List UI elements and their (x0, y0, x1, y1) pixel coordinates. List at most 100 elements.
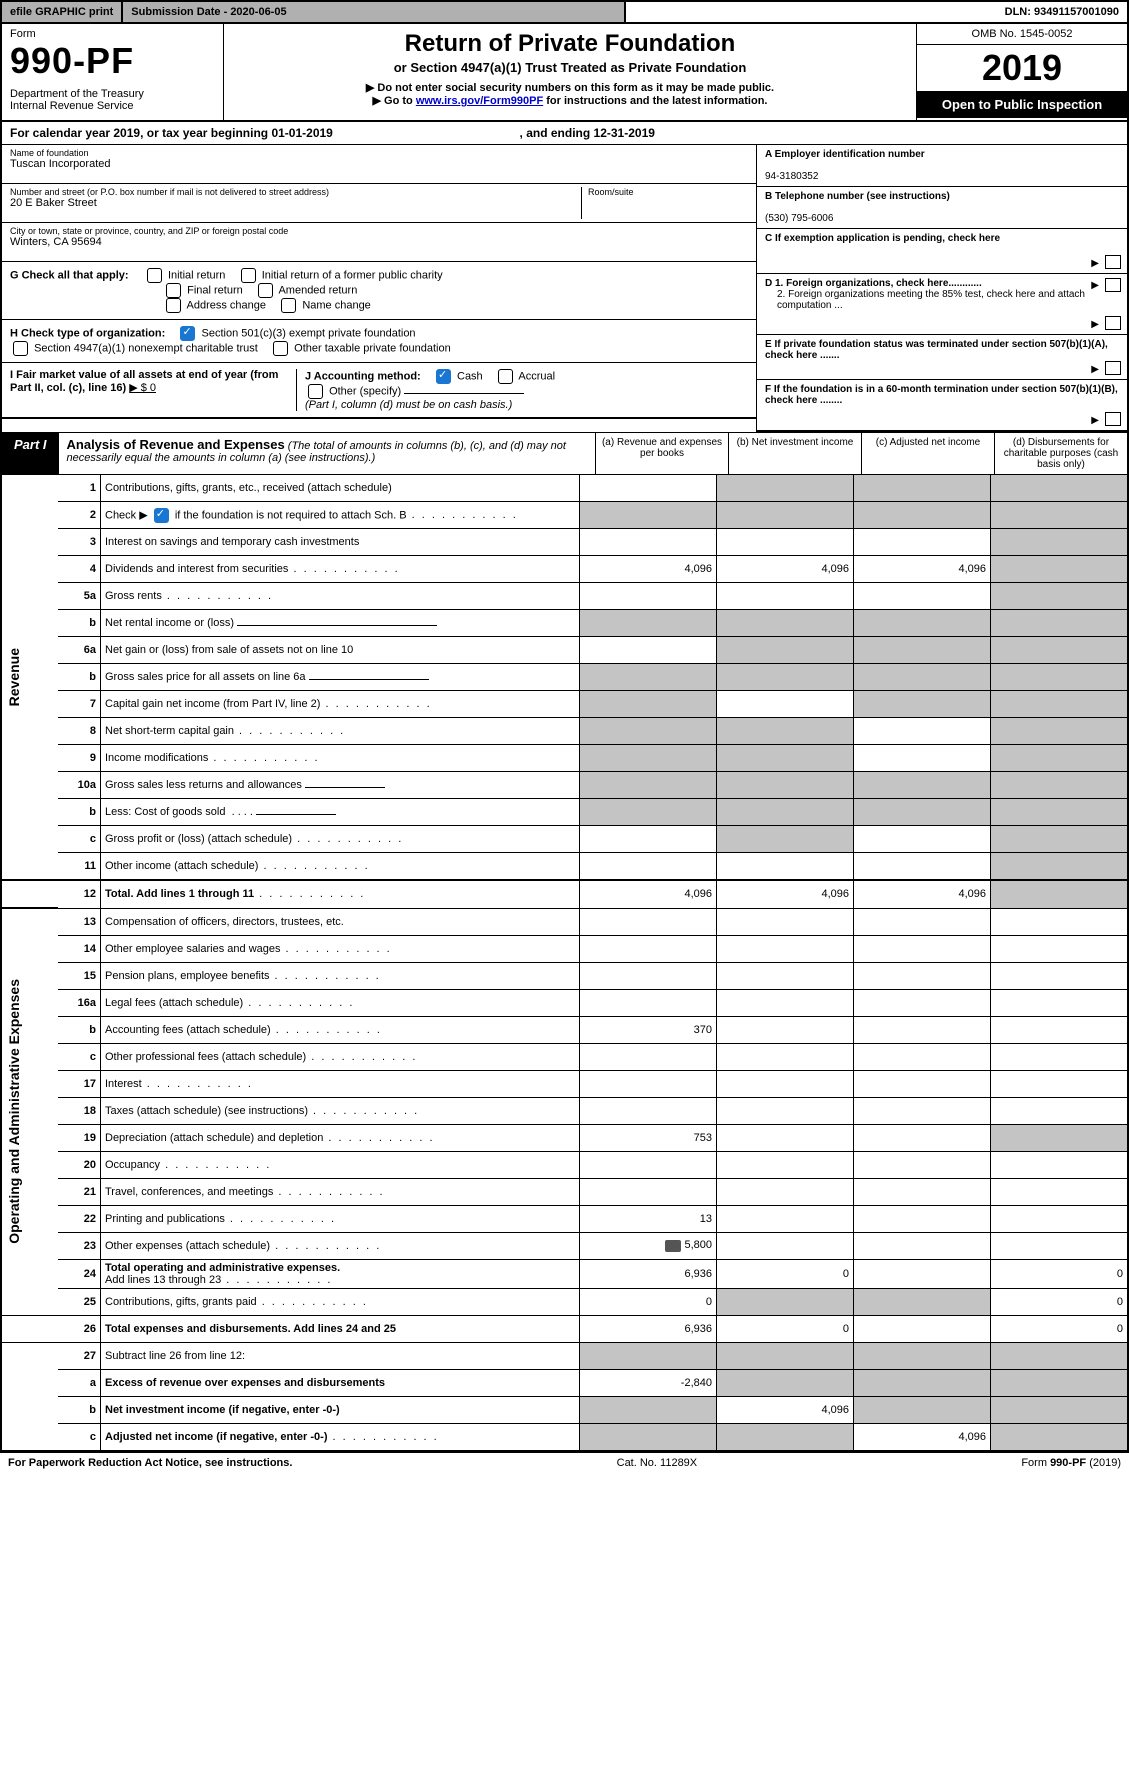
checkbox-501c3[interactable] (180, 326, 195, 341)
footer-right: Form 990-PF (2019) (1021, 1457, 1121, 1469)
checkbox-other-taxable[interactable] (273, 341, 288, 356)
row-7: 7Capital gain net income (from Part IV, … (1, 691, 1128, 718)
row-24: 24Total operating and administrative exp… (1, 1259, 1128, 1288)
part1-desc: Analysis of Revenue and Expenses (The to… (59, 433, 595, 474)
row-16b: bAccounting fees (attach schedule)370 (1, 1016, 1128, 1043)
row-17: 17Interest (1, 1070, 1128, 1097)
row-10c: cGross profit or (loss) (attach schedule… (1, 826, 1128, 853)
foundation-name-row: Name of foundation Tuscan Incorporated (2, 145, 756, 184)
row-10a: 10aGross sales less returns and allowanc… (1, 772, 1128, 799)
part1-header: Part I Analysis of Revenue and Expenses … (0, 432, 1129, 475)
row-20: 20Occupancy (1, 1151, 1128, 1178)
form-word: Form (10, 28, 215, 40)
header-middle: Return of Private Foundation or Section … (224, 24, 916, 120)
row-16a: 16aLegal fees (attach schedule) (1, 989, 1128, 1016)
checkbox-cash[interactable] (436, 369, 451, 384)
col-d-header: (d) Disbursements for charitable purpose… (994, 433, 1127, 474)
omb-number: OMB No. 1545-0052 (917, 24, 1127, 45)
revenue-side-label: Revenue (6, 648, 22, 706)
row-23: 23Other expenses (attach schedule) 5,800 (1, 1232, 1128, 1259)
section-c: C If exemption application is pending, c… (757, 229, 1127, 274)
submission-date: Submission Date - 2020-06-05 (123, 2, 626, 22)
checkbox-d2[interactable] (1105, 316, 1121, 330)
info-section: Name of foundation Tuscan Incorporated N… (0, 145, 1129, 432)
row-16c: cOther professional fees (attach schedul… (1, 1043, 1128, 1070)
checkbox-initial-former[interactable] (241, 268, 256, 283)
row-27: 27Subtract line 26 from line 12: (1, 1342, 1128, 1369)
row-18: 18Taxes (attach schedule) (see instructi… (1, 1097, 1128, 1124)
row-14: 14Other employee salaries and wages (1, 935, 1128, 962)
page-footer: For Paperwork Reduction Act Notice, see … (0, 1451, 1129, 1473)
checkbox-d1[interactable] (1105, 278, 1121, 292)
checkbox-4947a1[interactable] (13, 341, 28, 356)
row-13: Operating and Administrative Expenses 13… (1, 908, 1128, 935)
form-header: Form 990-PF Department of the Treasury I… (0, 24, 1129, 122)
tax-year: 2019 (917, 45, 1127, 91)
checkbox-other-method[interactable] (308, 384, 323, 399)
expenses-side-label: Operating and Administrative Expenses (6, 979, 22, 1244)
row-5a: 5aGross rents (1, 583, 1128, 610)
row-27b: bNet investment income (if negative, ent… (1, 1396, 1128, 1423)
section-f: F If the foundation is in a 60-month ter… (757, 380, 1127, 432)
row-5b: bNet rental income or (loss) (1, 610, 1128, 637)
checkbox-e[interactable] (1105, 361, 1121, 375)
header-left: Form 990-PF Department of the Treasury I… (2, 24, 224, 120)
col-a-header: (a) Revenue and expenses per books (595, 433, 728, 474)
checkbox-f[interactable] (1105, 412, 1121, 426)
row-27a: aExcess of revenue over expenses and dis… (1, 1369, 1128, 1396)
part1-table: Revenue 1 Contributions, gifts, grants, … (0, 475, 1129, 1451)
section-h: H Check type of organization: Section 50… (2, 320, 756, 363)
row-11: 11Other income (attach schedule) (1, 853, 1128, 881)
row-19: 19Depreciation (attach schedule) and dep… (1, 1124, 1128, 1151)
form-title: Return of Private Foundation (234, 30, 906, 58)
dln: DLN: 93491157001090 (626, 2, 1127, 22)
part1-tab: Part I (2, 433, 59, 474)
form-url-link[interactable]: www.irs.gov/Form990PF (416, 95, 543, 107)
top-bar: efile GRAPHIC print Submission Date - 20… (0, 0, 1129, 24)
checkbox-sch-b[interactable] (154, 508, 169, 523)
checkbox-amended-return[interactable] (258, 283, 273, 298)
checkbox-name-change[interactable] (281, 298, 296, 313)
form-subtitle: or Section 4947(a)(1) Trust Treated as P… (234, 60, 906, 75)
row-10b: bLess: Cost of goods sold . . . . (1, 799, 1128, 826)
row-26: 26Total expenses and disbursements. Add … (1, 1315, 1128, 1342)
row-27c: cAdjusted net income (if negative, enter… (1, 1423, 1128, 1450)
footer-mid: Cat. No. 11289X (617, 1457, 698, 1469)
section-d: D 1. Foreign organizations, check here..… (757, 274, 1127, 335)
efile-label: efile GRAPHIC print (2, 2, 123, 22)
checkbox-c[interactable] (1105, 255, 1121, 269)
row-8: 8Net short-term capital gain (1, 718, 1128, 745)
row-4: 4Dividends and interest from securities4… (1, 556, 1128, 583)
section-ij: I Fair market value of all assets at end… (2, 363, 756, 419)
footer-left: For Paperwork Reduction Act Notice, see … (8, 1457, 292, 1469)
calendar-year-row: For calendar year 2019, or tax year begi… (0, 122, 1129, 145)
row-15: 15Pension plans, employee benefits (1, 962, 1128, 989)
section-b: B Telephone number (see instructions) (5… (757, 187, 1127, 229)
city-row: City or town, state or province, country… (2, 223, 756, 262)
row-12: 12Total. Add lines 1 through 114,0964,09… (1, 880, 1128, 908)
section-a: A Employer identification number 94-3180… (757, 145, 1127, 187)
row-21: 21Travel, conferences, and meetings (1, 1178, 1128, 1205)
checkbox-accrual[interactable] (498, 369, 513, 384)
checkbox-final-return[interactable] (166, 283, 181, 298)
row-6b: bGross sales price for all assets on lin… (1, 664, 1128, 691)
open-to-public: Open to Public Inspection (917, 91, 1127, 118)
instruction-line-2: ▶ Go to www.irs.gov/Form990PF for instru… (234, 94, 906, 107)
section-e: E If private foundation status was termi… (757, 335, 1127, 380)
col-b-header: (b) Net investment income (728, 433, 861, 474)
checkbox-address-change[interactable] (166, 298, 181, 313)
row-6a: 6aNet gain or (loss) from sale of assets… (1, 637, 1128, 664)
row-22: 22Printing and publications13 (1, 1205, 1128, 1232)
row-3: 3Interest on savings and temporary cash … (1, 529, 1128, 556)
department: Department of the Treasury Internal Reve… (10, 88, 215, 112)
header-right: OMB No. 1545-0052 2019 Open to Public In… (916, 24, 1127, 120)
row-9: 9Income modifications (1, 745, 1128, 772)
schedule-icon[interactable] (665, 1240, 681, 1252)
col-c-header: (c) Adjusted net income (861, 433, 994, 474)
section-g: G Check all that apply: Initial return I… (2, 262, 756, 320)
instruction-line-1: ▶ Do not enter social security numbers o… (234, 81, 906, 94)
checkbox-initial-return[interactable] (147, 268, 162, 283)
row-2: 2 Check ▶ if the foundation is not requi… (1, 502, 1128, 529)
address-row: Number and street (or P.O. box number if… (2, 184, 756, 223)
row-25: 25Contributions, gifts, grants paid00 (1, 1288, 1128, 1315)
